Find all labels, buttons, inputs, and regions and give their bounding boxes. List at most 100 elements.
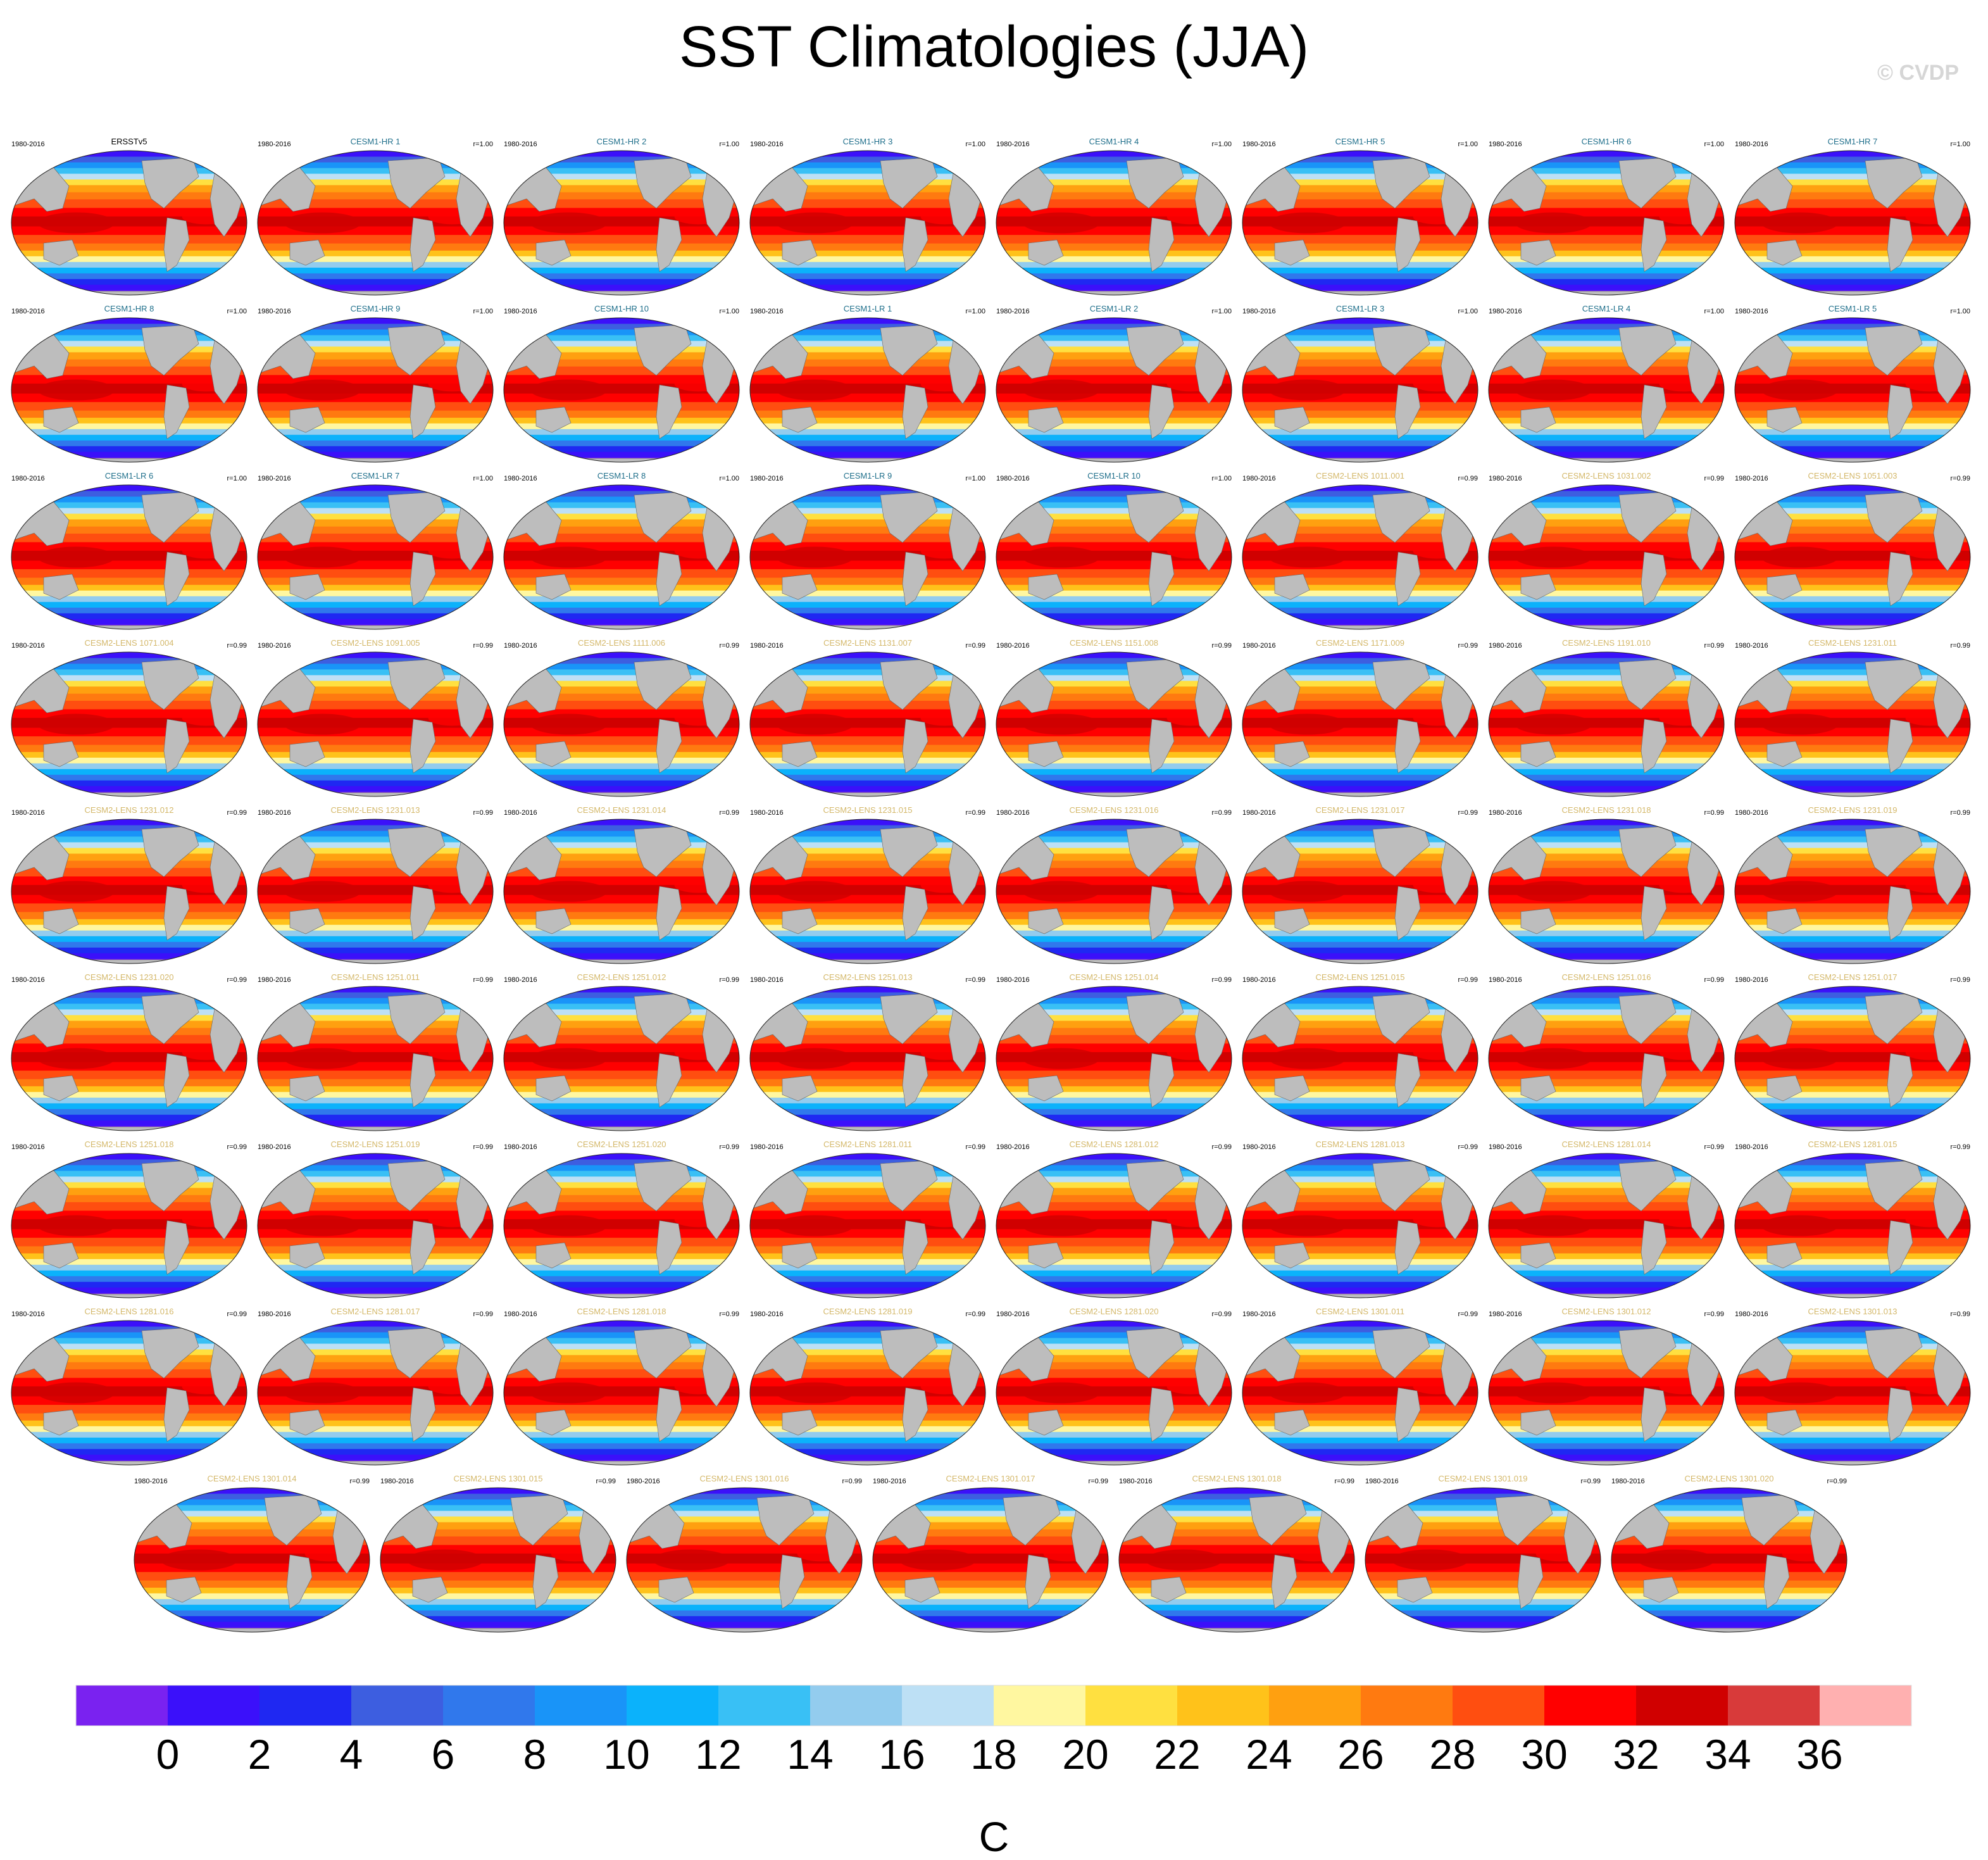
map-outline <box>257 1153 494 1298</box>
panel-years: 1980-2016 <box>750 141 784 148</box>
sst-band <box>1735 1009 1970 1016</box>
sst-band <box>258 1259 493 1266</box>
sst-band <box>258 986 493 993</box>
sst-band <box>258 440 493 447</box>
sst-map <box>1242 150 1478 296</box>
map-panel: 1980-2016 CESM2-LENS 1231.020 r=0.99 <box>9 972 249 1141</box>
sst-band <box>258 1276 493 1283</box>
sst-band <box>1735 1454 1970 1461</box>
sst-band <box>1489 1103 1724 1110</box>
warm-pool <box>284 379 361 401</box>
panel-correlation: r=0.99 <box>965 809 986 817</box>
sst-band <box>11 860 247 869</box>
sst-band <box>1735 496 1970 503</box>
panel-correlation: r=0.99 <box>473 642 494 650</box>
sst-band <box>1489 1079 1724 1087</box>
sst-map <box>996 1320 1232 1466</box>
sst-band <box>1489 930 1724 937</box>
sst-band <box>750 992 985 999</box>
land-mass <box>1151 1576 1187 1603</box>
sst-band <box>1735 693 1970 701</box>
sst-band <box>258 429 493 436</box>
map-panel: 1980-2016 CESM2-LENS 1301.019 r=0.99 <box>1363 1474 1603 1642</box>
sst-band <box>1242 1431 1478 1438</box>
sst-band <box>873 1610 1108 1617</box>
sst-band <box>504 429 739 436</box>
sst-band <box>996 842 1232 849</box>
sst-band <box>1735 675 1970 682</box>
sst-band <box>11 1114 247 1121</box>
sst-band <box>996 519 1232 527</box>
land-mass <box>1148 1053 1175 1108</box>
map-outline <box>11 317 247 463</box>
panel-years: 1980-2016 <box>11 809 45 817</box>
sst-band <box>1735 1413 1970 1421</box>
panel-correlation: r=0.99 <box>1950 642 1971 650</box>
land-mass <box>409 1387 436 1442</box>
sst-band <box>1735 156 1970 163</box>
sst-band <box>11 924 247 931</box>
land-mass <box>1394 1053 1421 1108</box>
sst-band <box>1611 1488 1847 1495</box>
map-panel: 1980-2016 CESM1-HR 7 r=1.00 <box>1732 137 1973 305</box>
colorbar-tick-label: 18 <box>970 1731 1016 1778</box>
panel-title: CESM2-LENS 1281.019 <box>823 1307 913 1316</box>
sst-band <box>627 1529 862 1537</box>
sst-band <box>1242 1159 1478 1166</box>
land-mass <box>412 1576 448 1603</box>
land-mass <box>782 574 818 600</box>
sst-band <box>1611 1516 1847 1523</box>
panel-years: 1980-2016 <box>1365 1478 1399 1485</box>
warm-pool <box>1515 881 1592 902</box>
land-mass <box>163 1387 190 1442</box>
colorbar-tick-label: 22 <box>1154 1731 1200 1778</box>
map-outline <box>11 150 247 296</box>
panel-correlation: r=0.99 <box>1950 809 1971 817</box>
sst-band <box>1489 279 1724 286</box>
sst-band <box>258 324 493 330</box>
sst-band <box>1489 607 1724 614</box>
sst-band <box>750 669 985 676</box>
sst-band <box>258 947 493 954</box>
panel-title: CESM2-LENS 1301.018 <box>1192 1474 1282 1483</box>
sst-band <box>258 919 493 926</box>
sst-band <box>996 318 1232 325</box>
sst-band <box>11 590 247 597</box>
sst-band <box>1489 1253 1724 1260</box>
panel-title: CESM2-LENS 1251.013 <box>823 972 913 982</box>
sst-band <box>750 693 985 701</box>
map-panel: 1980-2016 CESM2-LENS 1251.011 r=0.99 <box>255 972 496 1141</box>
sst-map <box>503 1153 740 1298</box>
sst-band <box>258 930 493 937</box>
panel-years: 1980-2016 <box>627 1478 660 1485</box>
colorbar-tick-label: 4 <box>340 1731 363 1778</box>
map-outline <box>749 1153 986 1298</box>
sst-band <box>258 1246 493 1254</box>
sst-band <box>1735 284 1970 291</box>
sst-band <box>258 1369 493 1378</box>
sst-band <box>1242 831 1478 838</box>
sst-band <box>258 185 493 193</box>
sst-band <box>11 663 247 670</box>
sst-band <box>1242 941 1478 948</box>
panel-correlation: r=0.99 <box>1458 475 1478 482</box>
sst-band <box>1489 1109 1724 1115</box>
colorbar-tick-label: 2 <box>248 1731 272 1778</box>
sst-band <box>1242 1270 1478 1277</box>
land-mass <box>409 886 436 941</box>
sst-band <box>996 491 1232 498</box>
sst-band <box>750 819 985 826</box>
sst-band <box>380 1488 616 1495</box>
sst-band <box>1735 751 1970 758</box>
land-mass <box>1641 551 1667 606</box>
sst-band <box>1242 451 1478 458</box>
sst-band <box>1489 953 1724 960</box>
land-mass <box>1520 1409 1556 1436</box>
panel-title: CESM1-HR 9 <box>350 304 401 313</box>
sst-band <box>1489 1281 1724 1288</box>
land-mass <box>532 1554 559 1609</box>
colorbar-segment <box>1820 1685 1912 1726</box>
sst-band <box>258 936 493 943</box>
sst-band <box>627 1580 862 1588</box>
warm-pool <box>1515 212 1592 234</box>
